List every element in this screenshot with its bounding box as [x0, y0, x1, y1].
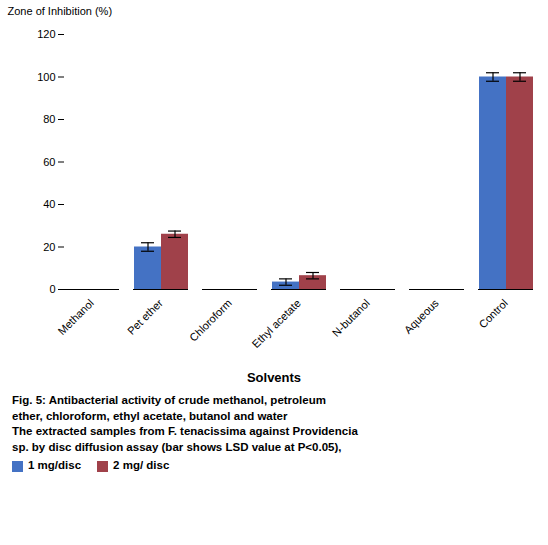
- html-text:ether, chloroform, ethyl aceta: ether, chloroform, ethyl acetate, butano…: [12, 409, 288, 422]
- svg-text:100: 100: [37, 71, 55, 83]
- svg-text:N-butanol: N-butanol: [330, 297, 372, 339]
- svg-text:Control: Control: [476, 297, 510, 331]
- svg-text:Methanol: Methanol: [55, 297, 95, 337]
- svg-text:Aqueous: Aqueous: [402, 296, 442, 336]
- html-text:Solvents: Solvents: [246, 370, 302, 385]
- svg-text:80: 80: [43, 113, 55, 125]
- html-text:The extracted samples from F.: The extracted samples from F. tenacissim…: [12, 425, 358, 437]
- html-text:Fig. 5: Antibacterial activity: Fig. 5: Antibacterial activity of crude …: [12, 394, 326, 406]
- svg-text:20: 20: [43, 241, 55, 253]
- svg-text:40: 40: [43, 198, 55, 210]
- svg-text:Zone of Inhibition (%): Zone of Inhibition (%): [8, 5, 113, 17]
- svg-text:Chloroform: Chloroform: [187, 297, 234, 344]
- svg-text:120: 120: [37, 28, 55, 40]
- svg-text:Ethyl acetate: Ethyl acetate: [249, 297, 302, 350]
- svg-text:0: 0: [49, 283, 55, 295]
- svg-text:60: 60: [43, 156, 55, 168]
- svg-text:Pet ether: Pet ether: [125, 297, 165, 337]
- html-text:sp. by disc diffusion assay (b: sp. by disc diffusion assay (bar shows L…: [12, 440, 342, 453]
- html-text:1 mg/disc: 1 mg/disc: [28, 459, 82, 472]
- html-text:2 mg/ disc: 2 mg/ disc: [113, 459, 170, 472]
